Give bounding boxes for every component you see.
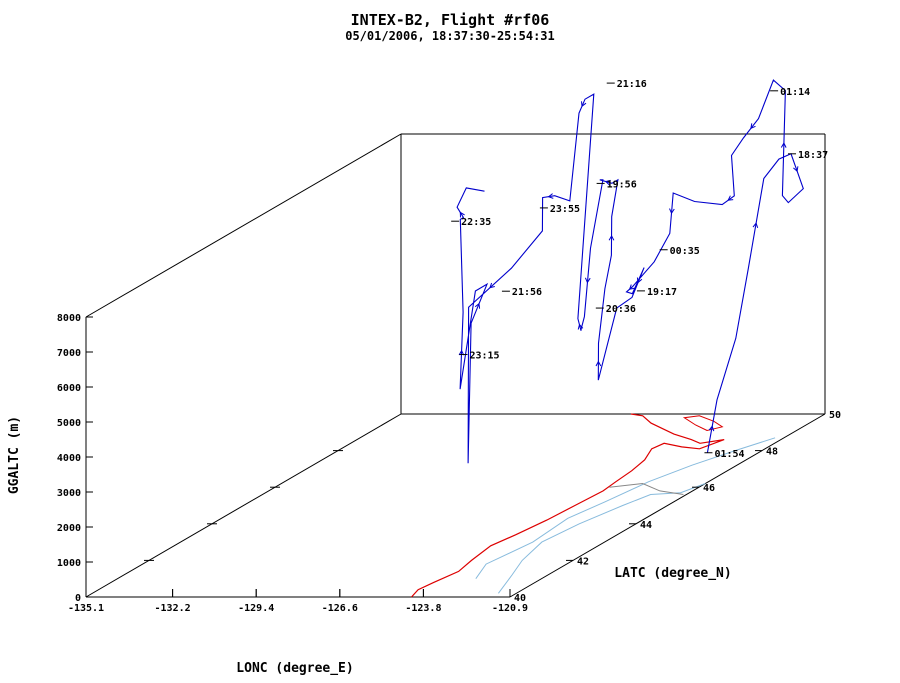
- track-direction-arrow: [793, 166, 799, 173]
- box-edge: [85, 133, 402, 318]
- y-axis-label: LATC (degree_N): [614, 566, 731, 581]
- x-tick-label: -120.9: [492, 603, 528, 614]
- annotation-label: 19:56: [607, 179, 637, 190]
- x-tick-label: -123.8: [405, 603, 441, 614]
- annotation-label: 01:14: [780, 87, 810, 98]
- y-tick-label: 48: [766, 447, 778, 458]
- track-direction-arrow: [636, 277, 643, 284]
- track-direction-arrow: [459, 211, 465, 218]
- track-direction-arrow: [628, 284, 635, 290]
- annotation-label: 00:35: [670, 246, 700, 257]
- annotation-label: 21:56: [512, 287, 542, 298]
- flight-track-layer: [456, 79, 804, 464]
- track-direction-arrow: [750, 123, 756, 130]
- coastline: [411, 413, 725, 598]
- chart-title: INTEX-B2, Flight #rf06: [351, 11, 550, 29]
- box-edge: [85, 413, 402, 598]
- z-tick-label: 5000: [57, 418, 81, 429]
- y-tick-label: 40: [514, 593, 526, 604]
- annotation-label: 21:16: [617, 79, 647, 90]
- tick-layer: -135.1 -132.2 -129.4 -126.6 -123.8 -120.940 42…: [57, 313, 841, 614]
- coast-island: [682, 415, 724, 432]
- x-tick-label: -132.2: [155, 603, 191, 614]
- z-tick-label: 6000: [57, 383, 81, 394]
- track-direction-arrow: [584, 277, 591, 284]
- track-direction-arrow: [458, 349, 465, 356]
- z-tick-label: 2000: [57, 523, 81, 534]
- state-border: [609, 482, 684, 495]
- track-direction-arrow: [581, 101, 587, 108]
- track-direction-arrow: [780, 142, 787, 148]
- geography-layer: [411, 413, 776, 598]
- annotation-label: 01:54: [714, 449, 744, 460]
- track-direction-arrow: [577, 323, 584, 330]
- x-tick-label: -126.6: [322, 603, 358, 614]
- track-direction-arrow: [489, 282, 495, 289]
- z-tick-label: 7000: [57, 348, 81, 359]
- z-tick-label: 3000: [57, 488, 81, 499]
- track-direction-arrow: [669, 208, 675, 215]
- track-direction-arrow: [727, 195, 734, 201]
- annotation-label: 20:36: [606, 304, 636, 315]
- track-direction-arrow: [608, 234, 615, 241]
- annotation-label: 19:17: [647, 287, 677, 298]
- annotation-label: 22:35: [461, 217, 491, 228]
- x-axis-label: LONC (degree_E): [236, 661, 353, 676]
- track-direction-arrow: [604, 179, 611, 186]
- z-tick-label: 4000: [57, 453, 81, 464]
- box-edge: [509, 413, 826, 598]
- river-line: [475, 437, 776, 579]
- annotation-label: 23:55: [550, 204, 580, 215]
- z-tick-label: 8000: [57, 313, 81, 324]
- z-axis-label: GGALTC (m): [7, 416, 22, 494]
- x-tick-label: -135.1: [68, 603, 104, 614]
- annotation-layer: 18:37 19:17 19:56 20:36 21:16 21:56 22:35 23:15…: [451, 79, 828, 460]
- annotation-label: 18:37: [798, 150, 828, 161]
- x-tick-label: -129.4: [238, 603, 274, 614]
- flight-track-line: [456, 79, 804, 464]
- y-tick-label: 46: [703, 483, 715, 494]
- y-tick-label: 44: [640, 520, 652, 531]
- annotation-label: 23:15: [469, 351, 499, 362]
- track-direction-arrow: [474, 302, 481, 309]
- z-tick-label: 0: [75, 593, 81, 604]
- y-tick-label: 50: [829, 410, 841, 421]
- track-direction-arrow: [752, 222, 759, 229]
- z-tick-label: 1000: [57, 558, 81, 569]
- chart-subtitle: 05/01/2006, 18:37:30-25:54:31: [345, 29, 555, 43]
- track-direction-arrow: [595, 360, 602, 367]
- y-tick-label: 42: [577, 556, 589, 567]
- river-line: [497, 483, 706, 594]
- track-direction-arrow: [547, 193, 554, 199]
- track-direction-arrow: [708, 425, 715, 432]
